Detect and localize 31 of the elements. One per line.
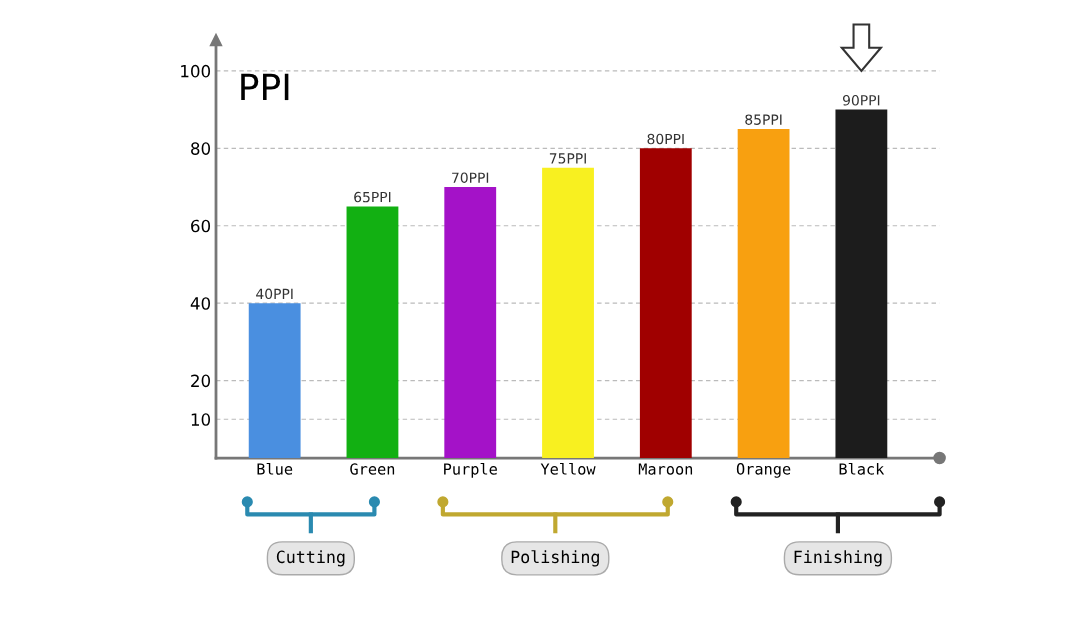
x-tick-label: Purple (444, 462, 497, 478)
bar (346, 206, 399, 459)
y-tick-label: 60 (191, 219, 211, 233)
text: Polishing (511, 550, 599, 567)
x-tick-label: Blue (257, 462, 293, 475)
data-label: 75PPI (549, 153, 586, 164)
x-tick-label: Green (350, 463, 395, 475)
bar (542, 167, 594, 459)
text: Cutting (276, 550, 345, 567)
bar (248, 303, 301, 459)
data-label: 85PPI (745, 114, 782, 125)
x-tick-label: Yellow (540, 462, 596, 475)
data-label: 90PPI (842, 95, 880, 106)
y-tick-label: 40 (190, 297, 211, 310)
data-label: 70PPI (452, 172, 489, 183)
data-label: 80PPI (647, 133, 684, 145)
bar (835, 109, 888, 459)
text: Finishing (794, 550, 882, 567)
y-tick-label: 10 (191, 413, 211, 426)
bar (444, 187, 497, 459)
bar (639, 148, 692, 459)
data-label: 40PPI (256, 288, 293, 300)
text: PPI (241, 73, 289, 101)
x-tick-label: Black (839, 462, 885, 475)
data-label: 65PPI (354, 191, 391, 203)
y-tick-label: 20 (191, 374, 211, 388)
x-tick-label: Maroon (638, 463, 693, 475)
x-tick-label: Orange (736, 463, 791, 478)
y-tick-label: 80 (191, 142, 211, 155)
bar (737, 128, 790, 459)
y-tick-label: 100 (181, 64, 211, 78)
